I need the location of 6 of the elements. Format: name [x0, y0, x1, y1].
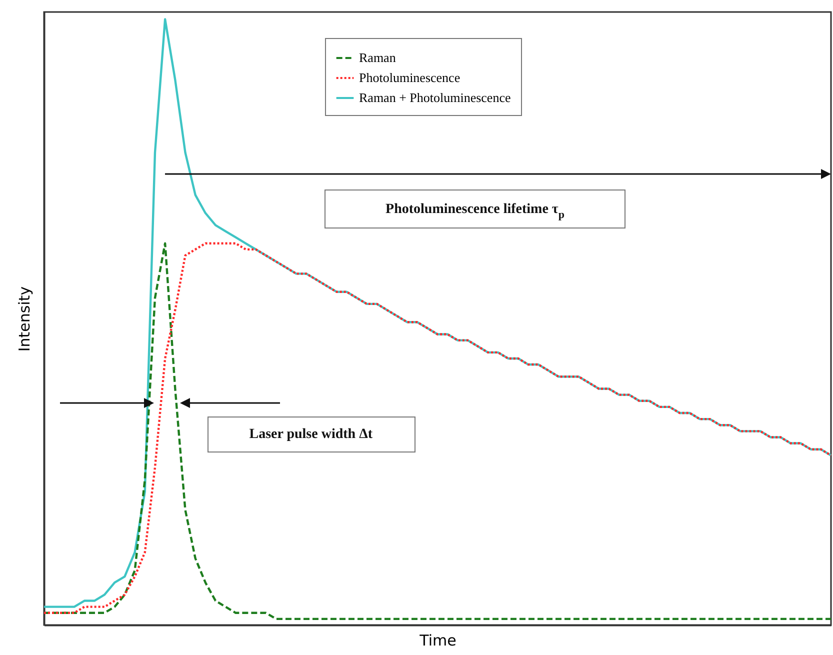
legend-label: Photoluminescence	[359, 70, 460, 85]
x-axis-title: Time	[418, 632, 456, 650]
legend-label: Raman	[359, 50, 396, 65]
annotation: Laser pulse width Δt	[249, 427, 373, 442]
legend-label: Raman + Photoluminescence	[359, 90, 511, 105]
y-axis-title: Intensity	[16, 286, 34, 352]
